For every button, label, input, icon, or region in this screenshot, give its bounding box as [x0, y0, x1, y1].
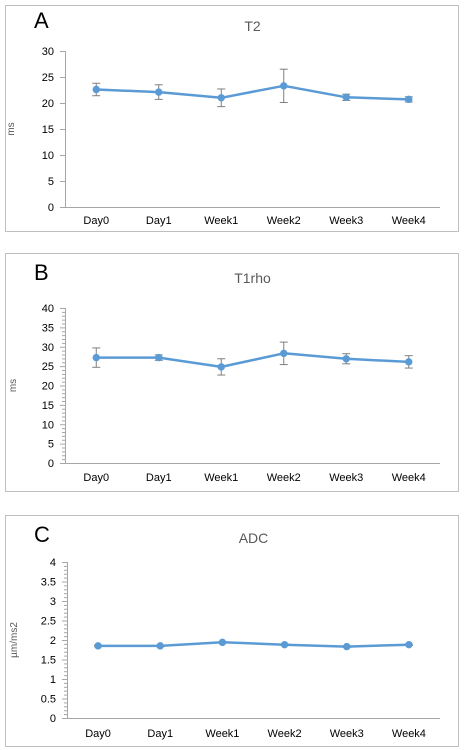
y-tick-label: 10 [42, 419, 54, 431]
y-tick-label: 15 [42, 400, 54, 412]
chart-frame [5, 253, 459, 492]
data-point [280, 82, 288, 90]
data-point [218, 638, 227, 647]
y-tick-label: 0 [50, 713, 56, 725]
y-tick-label: 5 [48, 439, 54, 451]
y-tick-label: 30 [42, 342, 54, 354]
y-tick-label: 25 [42, 361, 54, 373]
panel-letter: A [34, 8, 49, 33]
y-tick-label: 35 [42, 322, 54, 334]
x-tick-label: Week1 [205, 728, 239, 740]
panel-letter: C [34, 522, 50, 547]
series-line [96, 641, 411, 648]
data-point [342, 93, 350, 101]
y-tick-label: 40 [42, 303, 54, 315]
y-axis-label: µm/ms2 [9, 622, 20, 658]
chart-title: ADC [239, 530, 269, 546]
x-tick-label: Day0 [85, 728, 111, 740]
x-tick-label: Day0 [83, 472, 109, 484]
x-tick-label: Week3 [330, 728, 364, 740]
data-point [217, 363, 225, 371]
x-tick-label: Week3 [329, 472, 363, 484]
x-tick-label: Week3 [329, 215, 363, 227]
data-point [155, 88, 163, 96]
data-point [156, 642, 164, 650]
y-axis-label: ms [6, 122, 17, 135]
data-point [92, 85, 100, 94]
x-tick-label: Week2 [268, 728, 302, 740]
data-point [92, 353, 100, 362]
y-tick-label: 10 [42, 150, 54, 162]
data-point [342, 355, 350, 363]
panel-letter: B [34, 260, 49, 285]
y-tick-label: 1.5 [41, 655, 56, 667]
y-tick-label: 30 [42, 46, 54, 58]
data-point [405, 640, 413, 649]
x-tick-label: Week4 [392, 728, 426, 740]
y-tick-label: 4 [50, 557, 56, 569]
y-tick-label: 25 [42, 72, 54, 84]
x-tick-label: Day1 [146, 215, 172, 227]
chart-panel-c: C ADC µm/ms2 0 0.5 1 1.5 2 2.5 3 3.5 4 Day0 Day1 Week1… [5, 515, 459, 747]
x-tick-label: Day1 [146, 472, 172, 484]
y-tick-label: 0 [48, 202, 54, 214]
x-tick-label: Week1 [204, 472, 238, 484]
x-tick-label: Week4 [392, 472, 426, 484]
chart-title: T2 [244, 18, 261, 34]
data-point [343, 642, 351, 651]
y-tick-label: 0 [48, 458, 54, 470]
chart-frame [5, 515, 459, 747]
y-tick-label: 1 [50, 674, 56, 686]
y-tick-label: 3 [50, 596, 56, 608]
x-tick-label: Day1 [147, 728, 173, 740]
y-tick-label: 15 [42, 124, 54, 136]
x-tick-label: Week1 [204, 215, 238, 227]
data-point [155, 353, 163, 362]
y-tick-label: 2 [50, 635, 56, 647]
y-tick-label: 5 [48, 176, 54, 188]
x-tick-label: Week2 [267, 215, 301, 227]
chart-title: T1rho [234, 270, 271, 286]
y-tick-label: 20 [42, 381, 54, 393]
x-tick-label: Week4 [392, 215, 426, 227]
y-tick-label: 3.5 [41, 577, 56, 589]
data-point [405, 358, 413, 366]
y-tick-label: 2.5 [41, 616, 56, 628]
data-point [217, 94, 225, 102]
data-point [405, 95, 413, 104]
series-line [95, 84, 411, 101]
chart-frame [5, 5, 459, 232]
x-tick-label: Week2 [267, 472, 301, 484]
data-point [280, 640, 289, 649]
data-point [94, 642, 102, 650]
chart-panel-a: A T2 ms 0 5 10 15 20 25 30 Day0 Day1 Week1 Week2 Week3… [5, 5, 459, 232]
series-line [95, 352, 411, 369]
y-tick-label: 20 [42, 98, 54, 110]
data-point [280, 349, 288, 358]
chart-panel-b: B T1rho ms 0 5 10 15 20 25 30 35 40 Day0 Day1 Week1 Wee… [5, 253, 459, 492]
y-tick-label: 0.5 [41, 694, 56, 706]
x-tick-label: Day0 [83, 215, 109, 227]
y-axis-label: ms [8, 379, 19, 392]
